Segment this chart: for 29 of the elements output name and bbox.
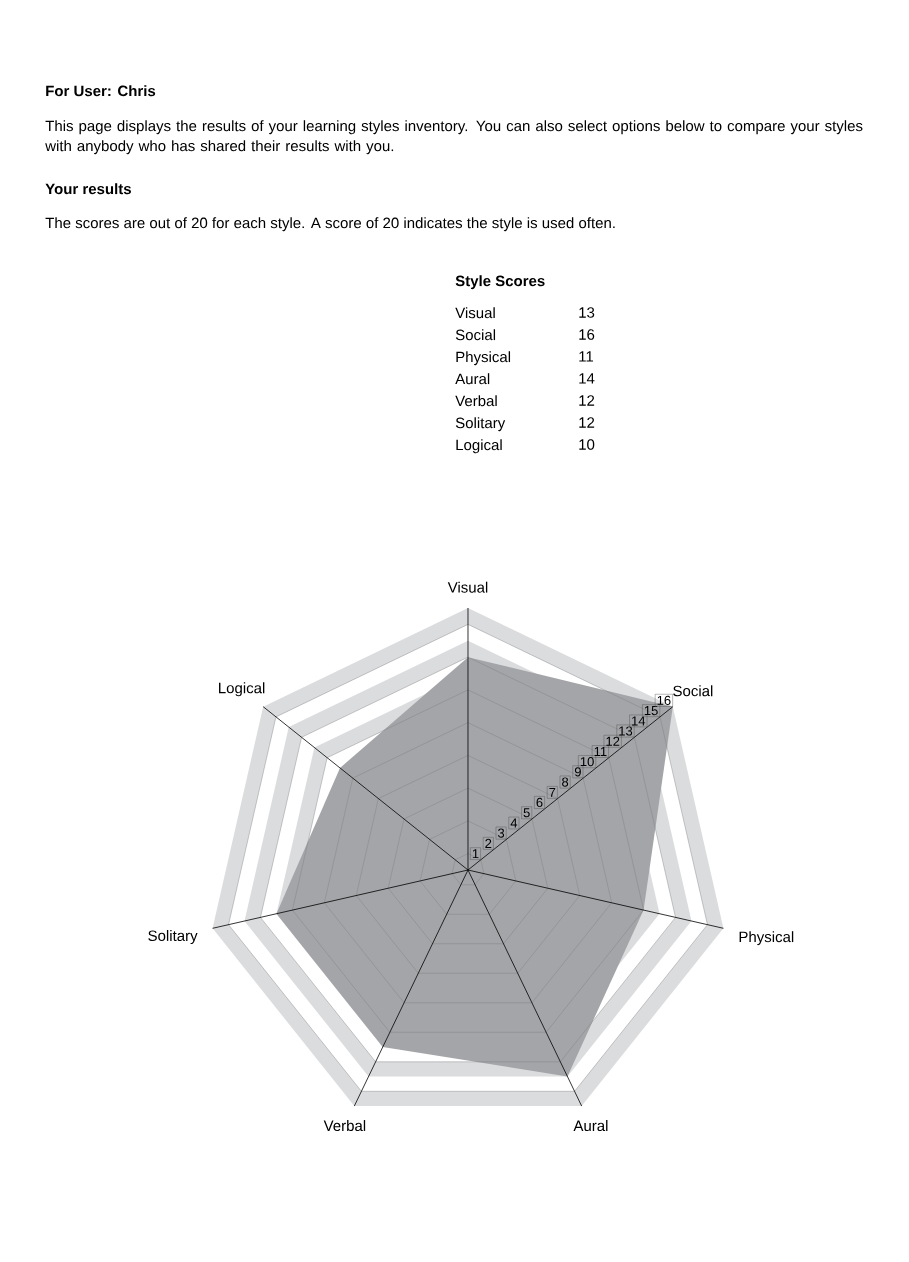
spoke-label: Physical xyxy=(739,931,794,946)
y-tick-label: 2 xyxy=(485,838,492,848)
spoke-label: Aural xyxy=(573,1120,608,1132)
spoke-label: Solitary xyxy=(148,930,198,944)
text: The scores are out of 20 for each style. A score of 20 indicates the style is used often. xyxy=(45,217,615,232)
y-tick-label: 7 xyxy=(549,787,556,797)
spoke-label: Logical xyxy=(219,682,265,697)
chart-subtitle: This page displays the results of your learning styles inventory. You can also select options below to compare your styles with anybody who has shared their results with you. xyxy=(45,120,863,155)
y-tick-label: 5 xyxy=(523,808,530,818)
chart-title: For User: Chris xyxy=(46,85,156,97)
category-label: Visual xyxy=(455,307,495,319)
y-tick-label: 3 xyxy=(497,828,505,838)
text: Style Scores xyxy=(455,275,545,290)
y-tick-label: 4 xyxy=(510,818,518,828)
y-tick-label: 15 xyxy=(644,706,658,716)
y-tick-label: 8 xyxy=(562,777,569,787)
category-label: Verbal xyxy=(455,395,497,407)
category-label: Solitary xyxy=(455,417,506,432)
spoke-label: Social xyxy=(673,685,713,697)
category-label: Logical xyxy=(456,439,502,454)
spoke-label: Visual xyxy=(447,581,488,593)
category-label: Social xyxy=(455,329,496,341)
spoke-label: Verbal xyxy=(323,1120,366,1132)
y-tick-label: 9 xyxy=(574,767,581,777)
y-tick-label: 6 xyxy=(536,797,543,808)
category-label: Physical xyxy=(456,351,511,366)
text: Your results xyxy=(45,183,131,195)
category-label: Aural xyxy=(455,373,490,385)
y-tick-label: 1 xyxy=(472,849,479,859)
